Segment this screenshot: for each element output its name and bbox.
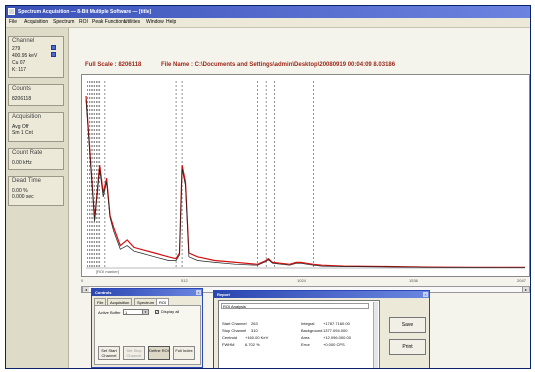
menu-help[interactable]: Help: [166, 19, 177, 25]
error-label: Error: [301, 342, 310, 347]
fwhm-label: FWHM: [222, 342, 235, 347]
dead-time-label: Dead Time: [12, 178, 42, 184]
centroid-value: +160.00 KeV: [245, 335, 269, 340]
error-value: +0.000 CPS: [323, 342, 345, 347]
x-tick-512: 512: [181, 278, 188, 283]
channel-kvalue: K: 117: [12, 67, 27, 73]
spectrum-series-0: [85, 95, 526, 268]
count-rate-label: Count Rate: [12, 150, 43, 156]
x-tick-0: 0: [81, 278, 84, 283]
area-value: +12.096.000.00: [323, 335, 351, 340]
dead-time-seconds: 0.000 sec: [12, 194, 34, 200]
report-title[interactable]: Report: [214, 291, 429, 298]
full-scale-label: Full Scale : 8206118: [85, 62, 142, 68]
display-all-label: Display all: [161, 309, 180, 314]
full-index-button[interactable]: Full Index: [173, 346, 195, 360]
x-tick-1024: 1024: [297, 278, 306, 283]
start-channel-value: 263: [251, 321, 258, 326]
save-button[interactable]: Save: [389, 317, 426, 333]
stop-channel-value: 310: [251, 328, 258, 333]
controls-close-icon[interactable]: ×: [196, 290, 201, 295]
active-buffer-label: Active Buffer: [98, 310, 121, 315]
channel-energy: 400.95 keV: [12, 53, 38, 59]
dead-time-percent: 0.00 %: [12, 188, 28, 194]
acquisition-label: Acquisition: [12, 114, 42, 120]
file-name-label: File Name : C:\Documents and Settings\ad…: [161, 62, 396, 68]
counts-group: Counts 8206118: [8, 84, 64, 106]
define-roi-button[interactable]: Define ROI: [148, 346, 170, 360]
report-close-icon[interactable]: ×: [423, 292, 428, 297]
menu-peak-functions[interactable]: Peak Functions: [92, 19, 127, 25]
count-rate-value: 0.00 kHz: [12, 160, 32, 166]
x-tick-2047: 2047: [517, 278, 526, 283]
title-bar[interactable]: Spectrum Acquisition — 8-Bit Multiple So…: [6, 6, 530, 18]
spectrum-series-1: [85, 99, 526, 268]
dead-time-group: Dead Time 0.00 % 0.000 sec: [8, 176, 64, 206]
menu-utilities[interactable]: Utilities: [124, 19, 141, 25]
tab-spectrum[interactable]: Spectrum: [134, 298, 158, 305]
active-buffer-value: 1: [125, 310, 128, 315]
channel-down-button[interactable]: [51, 52, 56, 57]
tab-file[interactable]: File: [94, 298, 107, 305]
roi-tab-panel: Active Buffer 1 ▾ ✓ Display all Set Star…: [94, 305, 201, 365]
background-label: Background: [301, 328, 323, 333]
report-heading: ROI Analysis: [221, 303, 369, 309]
tab-roi[interactable]: ROI: [156, 298, 170, 305]
window-title: Spectrum Acquisition — 8-Bit Multiple So…: [18, 9, 152, 15]
chevron-down-icon: ▾: [142, 310, 148, 314]
x-tick-1536: 1536: [409, 278, 418, 283]
controls-panel: Controls × File Acquisition Spectrum ROI…: [91, 288, 203, 368]
scroll-left-icon[interactable]: ◂: [82, 287, 89, 292]
acquisition-mode: Avg Off: [12, 124, 29, 130]
acquisition-count: Sm 1 Cnt: [12, 130, 33, 136]
count-rate-group: Count Rate 0.00 kHz: [8, 148, 64, 170]
report-scrollbar[interactable]: [373, 302, 378, 368]
spectrum-chart: [85, 81, 526, 269]
scroll-right-icon[interactable]: ▸: [522, 287, 529, 292]
menu-roi[interactable]: ROI: [79, 19, 88, 25]
display-all-checkbox[interactable]: ✓: [155, 310, 159, 314]
active-buffer-select[interactable]: 1 ▾: [123, 309, 149, 315]
menu-acquisition[interactable]: Acquisition: [24, 19, 49, 25]
app-icon: [8, 8, 15, 15]
set-start-channel-button[interactable]: Set Start Channel: [98, 346, 120, 360]
integral-label: Integral: [301, 321, 315, 326]
menu-spectrum[interactable]: Spectrum: [53, 19, 75, 25]
roi-marker-label: [ROI marker]: [96, 269, 119, 274]
status-sidebar: Channel 279 400.95 keV Cu 07 K: 117 Coun…: [6, 28, 69, 368]
acquisition-group: Acquisition Avg Off Sm 1 Cnt: [8, 112, 64, 142]
spectrum-workspace: Full Scale : 8206118 File Name : C:\Docu…: [69, 28, 530, 368]
controls-title[interactable]: Controls: [92, 289, 202, 296]
menu-file[interactable]: File: [9, 19, 18, 25]
centroid-label: Centroid: [222, 335, 238, 340]
channel-up-button[interactable]: [51, 45, 56, 50]
report-text-area[interactable]: ROI Analysis Start Channel 263 Stop Chan…: [218, 300, 380, 368]
counts-label: Counts: [12, 86, 32, 92]
spectrum-plot[interactable]: [ROI marker]: [81, 74, 530, 277]
set-stop-channel-button[interactable]: Set Stop Channel: [123, 346, 145, 360]
menu-bar: File Acquisition Spectrum ROI Peak Funct…: [6, 18, 530, 28]
counts-value: 8206118: [12, 96, 32, 102]
tab-acquisition[interactable]: Acquisition: [107, 298, 133, 305]
fwhm-value: 6.702 %: [245, 342, 260, 347]
start-channel-label: Start Channel: [222, 321, 247, 326]
channel-group: Channel 279 400.95 keV Cu 07 K: 117: [8, 36, 64, 78]
area-label: Area: [301, 335, 310, 340]
stop-channel-label: Stop Channel: [222, 328, 247, 333]
integral-value: +1787.7160.00: [323, 321, 350, 326]
background-value: 1377.094.000: [323, 328, 348, 333]
channel-value: 279: [12, 46, 21, 52]
report-panel: Report × ROI Analysis Start Channel 263 …: [213, 290, 430, 368]
channel-label: Channel: [12, 38, 35, 44]
channel-isotope: Cu 07: [12, 60, 26, 66]
print-button[interactable]: Print: [389, 339, 426, 355]
app-window: Spectrum Acquisition — 8-Bit Multiple So…: [5, 5, 531, 369]
menu-window[interactable]: Window: [146, 19, 164, 25]
